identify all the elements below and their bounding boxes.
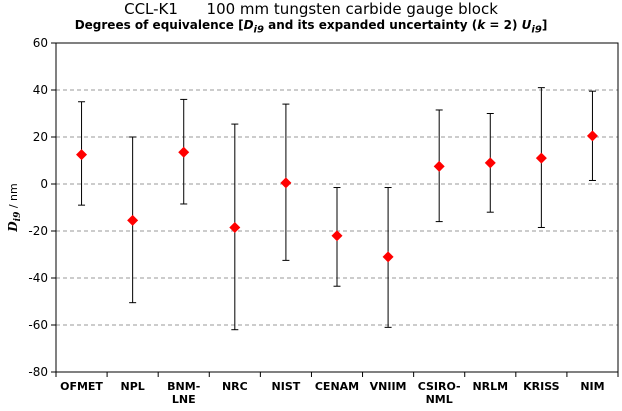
subtitle-u-subscript: i9	[531, 24, 542, 36]
error-bars	[78, 87, 596, 331]
axis-labels: -80 -60 -40 -20 0 20 40 60 OFMET NPL BNM-LNE NRC NIS…	[6, 36, 605, 406]
axes	[51, 42, 619, 377]
data-point-marker	[229, 221, 241, 233]
y-tick-label: -60	[28, 318, 48, 332]
chart-subtitle: Degrees of equivalence [Di9 and its expa…	[0, 18, 622, 35]
data-point-marker	[331, 230, 343, 242]
data-point-marker	[76, 149, 88, 161]
subtitle-k-equals: = 2)	[485, 18, 522, 32]
data-point-marker	[586, 130, 598, 142]
y-axis-label: Di9 / nm	[6, 183, 23, 232]
y-tick-label: -40	[28, 271, 48, 285]
subtitle-d-subscript: i9	[253, 24, 264, 36]
data-point-marker	[535, 152, 547, 164]
x-category-label: NRLM	[472, 380, 508, 393]
x-category-label: BNM-LNE	[167, 380, 200, 406]
x-category-label: NRC	[222, 380, 248, 393]
data-point-marker	[178, 146, 190, 158]
x-category-label: CENAM	[315, 380, 359, 393]
data-markers	[76, 130, 598, 263]
data-point-marker	[433, 160, 445, 172]
plot-frame	[55, 42, 619, 373]
subtitle-prefix: Degrees of equivalence [	[74, 18, 244, 32]
data-point-marker	[382, 251, 394, 263]
y-tick-label: -20	[28, 224, 48, 238]
subtitle-suffix: ]	[541, 18, 548, 32]
y-tick-label: 60	[33, 36, 48, 50]
subtitle-middle: and its expanded uncertainty (	[263, 18, 478, 32]
data-point-marker	[484, 157, 496, 169]
y-tick-label: 0	[40, 177, 48, 191]
y-tick-label: -80	[28, 365, 48, 379]
x-category-label: NIM	[580, 380, 604, 393]
subtitle-d-symbol: D	[243, 18, 254, 32]
x-category-label: CSIRO-NML	[418, 380, 461, 406]
y-tick-label: 40	[33, 83, 48, 97]
y-tick-label: 20	[33, 130, 48, 144]
chart-title: CCL-K1 100 mm tungsten carbide gauge blo…	[124, 0, 498, 18]
x-category-label: KRISS	[523, 380, 560, 393]
x-category-label: OFMET	[60, 380, 103, 393]
subtitle-u-symbol: U	[521, 18, 532, 32]
x-category-label: NIST	[272, 380, 301, 393]
x-category-label: NPL	[120, 380, 144, 393]
data-point-marker	[127, 214, 139, 226]
data-point-marker	[280, 177, 292, 189]
subtitle-k-symbol: k	[477, 18, 486, 32]
x-category-label: VNIIM	[370, 380, 407, 393]
